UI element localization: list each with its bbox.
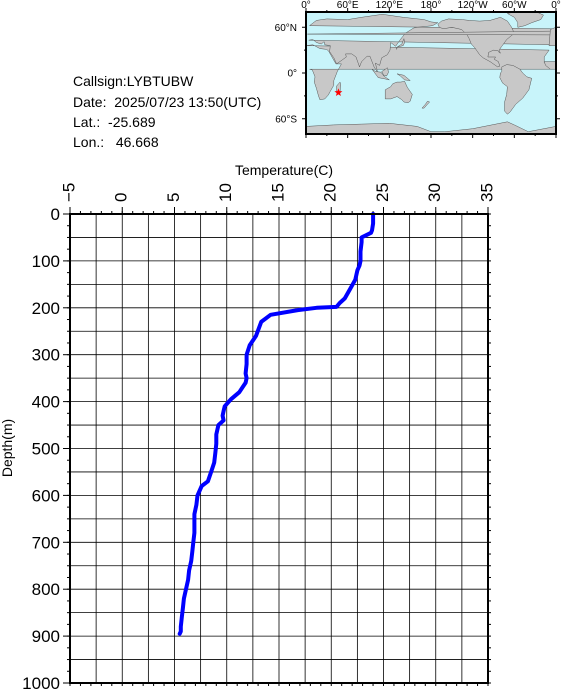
- map-land-new-zealand: [421, 100, 431, 109]
- map-lon-label: 120°W: [458, 0, 489, 11]
- map-lat-label: 0°: [287, 69, 297, 80]
- callsign-label: Callsign:: [73, 73, 127, 89]
- map-land-south-america: [499, 64, 532, 115]
- y-tick-label: 300: [32, 346, 60, 365]
- callsign-value: LYBTUBW: [126, 73, 194, 89]
- map-lon-label: 60°W: [502, 0, 527, 11]
- y-tick-label: 1000: [22, 674, 60, 690]
- lon-line: Lon.: 46.668: [73, 134, 159, 150]
- map-land-west-africa: [543, 61, 557, 70]
- location-marker-star: [334, 88, 343, 96]
- y-tick-label: 0: [51, 205, 60, 224]
- y-tick-label: 500: [32, 440, 60, 459]
- map-lon-label: 60°E: [337, 0, 359, 11]
- y-tick-label: 800: [32, 580, 60, 599]
- map-land-indonesia: [371, 68, 390, 81]
- date-line: Date: 2025/07/23 13:50(UTC): [73, 94, 261, 110]
- map-land-north-america: [437, 17, 515, 68]
- x-tick-label: 35: [477, 183, 496, 202]
- y-tick-label: 700: [32, 533, 60, 552]
- world-map: 0° 60°E 120°E 180° 120°W 60°W 0° 60°N 0° 60°S: [275, 0, 561, 138]
- x-tick-label: 20: [321, 183, 340, 202]
- y-tick-label: 200: [32, 299, 60, 318]
- map-lon-label: 0°: [551, 0, 561, 11]
- plot-frame: [69, 213, 489, 684]
- date-value: 2025/07/23 13:50(UTC): [114, 94, 262, 110]
- lat-line: Lat.: -25.689: [73, 114, 156, 130]
- callsign-line: Callsign:LYBTUBW: [73, 73, 193, 89]
- y-axis-title: Depth(m): [0, 419, 15, 477]
- date-label: Date:: [73, 94, 107, 110]
- temperature-profile-line: [177, 212, 376, 636]
- map-land-borneo: [381, 67, 389, 77]
- lat-value: -25.689: [108, 114, 156, 130]
- x-tick-label: 15: [268, 183, 287, 202]
- lon-value: 46.668: [115, 134, 159, 150]
- map-lon-label: 120°E: [376, 0, 404, 11]
- y-tick-label: 400: [32, 393, 60, 412]
- map-land-iberia: [548, 26, 557, 46]
- x-tick-label: 30: [425, 183, 444, 202]
- map-lat-label: 60°N: [275, 23, 297, 34]
- map-lon-label: 180°: [421, 0, 442, 11]
- y-tick-label: 900: [32, 627, 60, 646]
- y-tick-label: 600: [32, 486, 60, 505]
- x-tick-label: 25: [373, 183, 392, 202]
- x-axis-title: Temperature(C): [235, 162, 333, 178]
- y-tick-label: 100: [32, 252, 60, 271]
- lat-label: Lat.:: [73, 114, 101, 130]
- map-lat-label: 60°S: [275, 114, 297, 125]
- temperature-depth-chart: −5 0 5 10 15 20 25 30 35 0 100 200 300 400 500 600 700 80…: [0, 162, 496, 690]
- map-land-japan: [396, 37, 405, 50]
- x-tick-label: −5: [59, 183, 78, 202]
- x-tick-label: 10: [216, 183, 235, 202]
- map-land-new-guinea: [396, 73, 412, 81]
- lon-label: Lon.:: [73, 134, 105, 150]
- map-land-australia: [384, 81, 413, 103]
- x-tick-label: 5: [164, 193, 183, 202]
- x-tick-label: 0: [112, 193, 131, 202]
- map-lon-label: 0°: [301, 0, 311, 11]
